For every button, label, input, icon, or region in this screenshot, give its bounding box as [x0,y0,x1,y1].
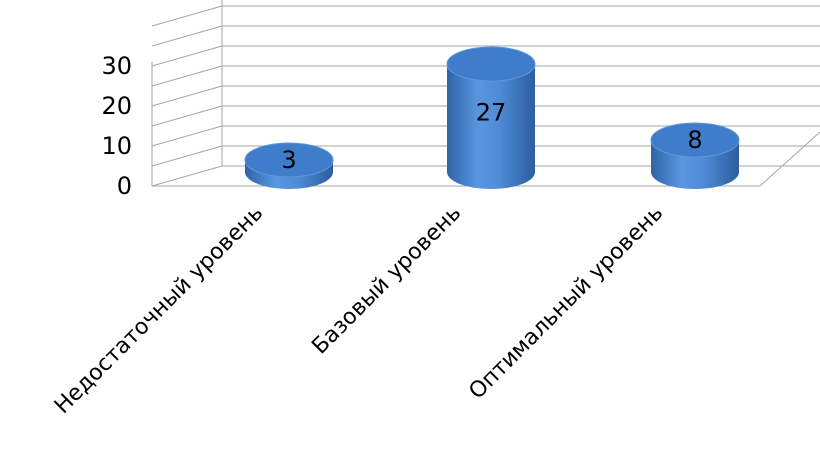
y-tick-label: 30 [101,52,132,80]
side-gridline [151,105,223,127]
side-gridline [151,5,223,27]
side-gridline [151,25,223,47]
side-gridline [151,45,223,67]
side-gridline [151,65,223,87]
y-tick-label: 10 [101,132,132,160]
bar-top [650,122,740,158]
side-gridline [151,145,223,167]
category-label: Оптимальный уровень [464,201,668,405]
bar-cylinder: 8 [650,122,740,189]
data-label: 8 [687,126,702,154]
data-label: 3 [281,146,296,174]
x-axis-categories: Недостаточный уровень Базовый уровеньОпти… [50,201,668,419]
category-label: Базовый уровень [307,201,466,360]
y-axis-ticks: 0 10 20 30 [101,52,132,200]
side-gridline [151,125,223,147]
chart-bars: 3 27 8 [244,46,740,189]
y-tick-label: 20 [101,92,132,120]
bar-top [244,142,334,178]
y-tick-label: 0 [117,172,132,200]
bar-body [447,64,535,189]
data-label: 27 [476,99,507,127]
side-gridline [151,165,223,187]
floor-right-edge [759,131,820,187]
side-gridline [151,85,223,107]
bar-cylinder: 3 [244,142,334,189]
bar-top [446,46,536,82]
category-label: Недостаточный уровень [50,201,268,419]
bar-cylinder: 27 [446,46,536,189]
